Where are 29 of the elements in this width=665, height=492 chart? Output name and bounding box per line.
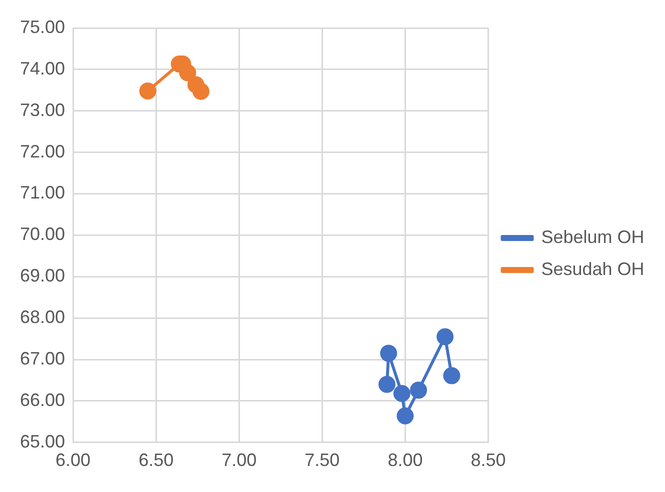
point <box>380 344 398 362</box>
point <box>436 328 454 346</box>
point <box>443 367 460 384</box>
point <box>139 82 156 100</box>
y-tick-label: 71.00 <box>20 182 66 203</box>
point <box>378 376 396 393</box>
y-tick-label: 68.00 <box>20 307 66 328</box>
legend-label: Sesudah OH <box>541 258 644 279</box>
x-tick-label: 8.00 <box>388 450 423 470</box>
x-tick-label: 6.00 <box>56 450 91 470</box>
y-tick-label: 67.00 <box>20 348 66 368</box>
y-tick-label: 72.00 <box>20 141 66 162</box>
point <box>410 382 427 399</box>
y-tick-label: 69.00 <box>20 266 66 286</box>
y-tick-label: 65.00 <box>20 431 66 452</box>
y-tick-label: 66.00 <box>20 390 66 410</box>
point <box>393 385 410 402</box>
x-tick-label: 7.00 <box>222 450 257 470</box>
legend-label: Sebelum OH <box>541 226 644 247</box>
point <box>179 64 196 82</box>
x-tick-label: 6.50 <box>138 450 174 470</box>
x-tick-label: 8.50 <box>470 450 506 470</box>
x-tick-label: 7.50 <box>304 450 340 470</box>
point <box>396 407 414 424</box>
y-tick-label: 74.00 <box>20 58 66 78</box>
point <box>192 82 210 100</box>
y-tick-label: 73.00 <box>20 100 66 120</box>
y-tick-label: 75.00 <box>20 16 66 37</box>
y-tick-label: 70.00 <box>20 224 66 244</box>
